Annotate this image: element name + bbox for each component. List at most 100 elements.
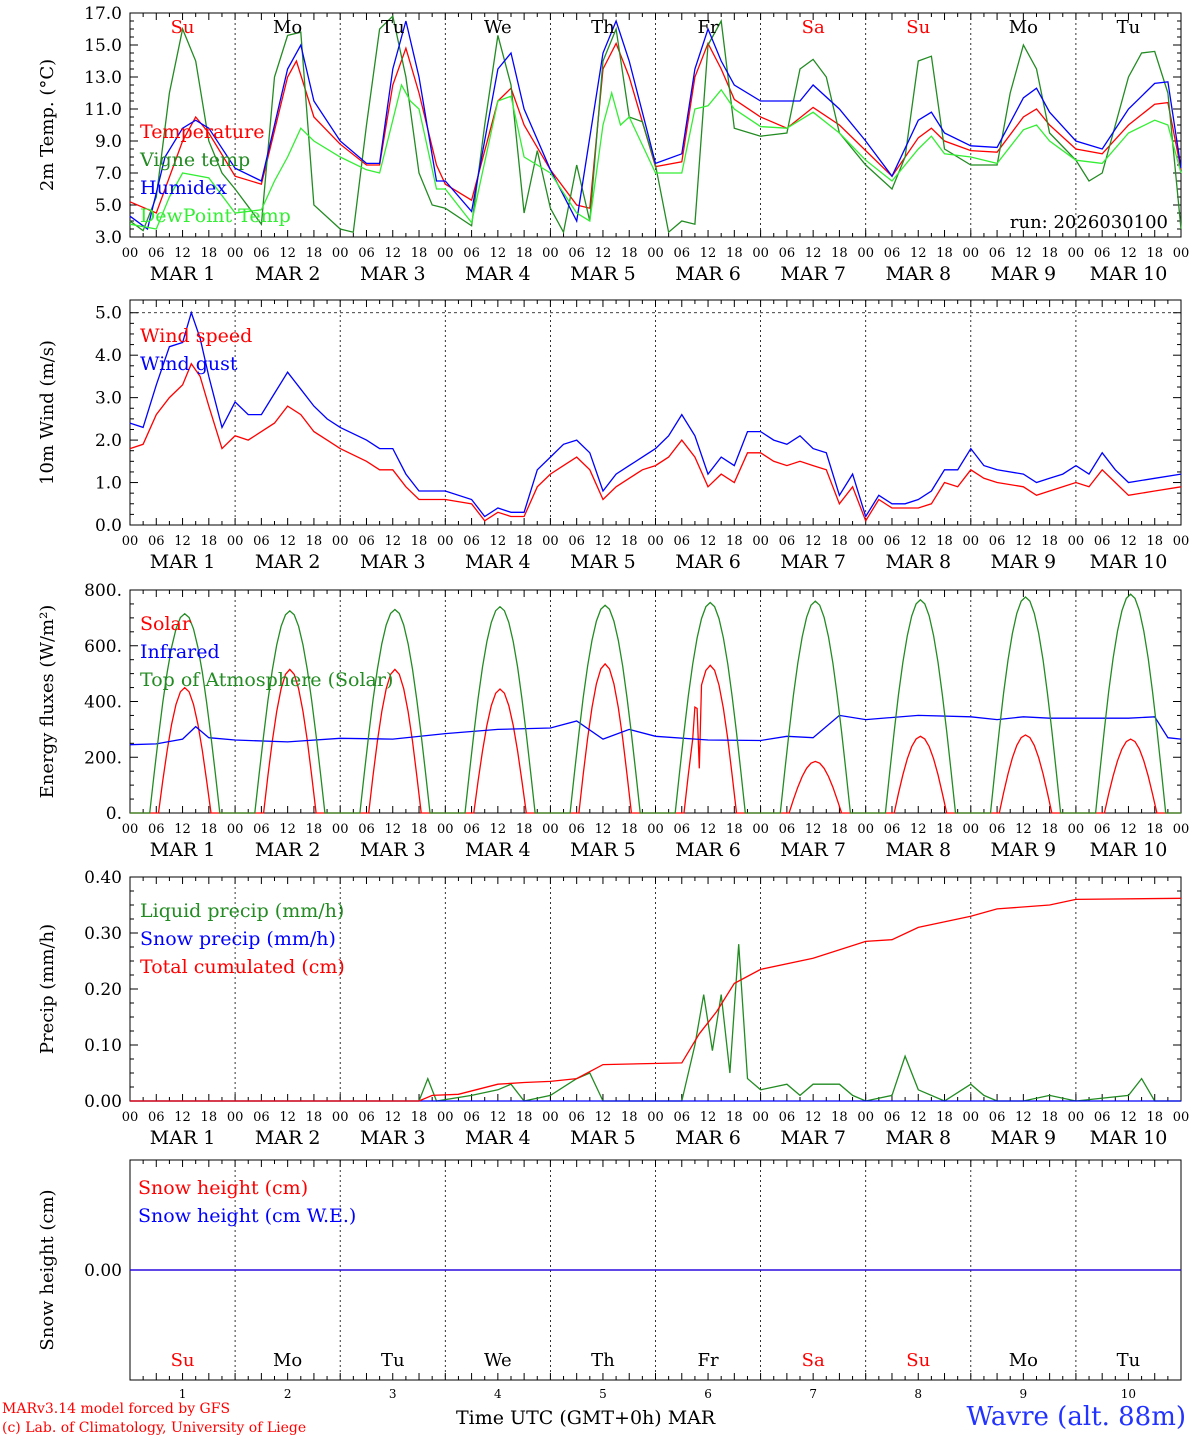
date-label: MAR 7 [780, 1127, 846, 1149]
legend-entry: Total cumulated (cm) [140, 956, 345, 978]
hour-tick-label: 06 [884, 246, 901, 261]
y-tick-label: 0.0 [95, 516, 122, 536]
hour-tick-label: 06 [568, 534, 585, 549]
hour-tick-label: 06 [463, 822, 480, 837]
hour-tick-label: 00 [857, 1110, 874, 1125]
hour-tick-label: 06 [148, 1110, 165, 1125]
date-label: MAR 5 [570, 263, 636, 285]
y-tick-label: 1.0 [95, 474, 122, 494]
hour-tick-label: 18 [936, 822, 953, 837]
hour-tick-label: 00 [332, 534, 349, 549]
y-tick-label: 5.0 [95, 196, 122, 216]
hour-tick-label: 12 [1015, 246, 1032, 261]
hour-tick-label: 18 [621, 246, 638, 261]
hour-tick-label: 06 [463, 246, 480, 261]
hour-tick-label: 12 [384, 534, 401, 549]
hour-tick-label: 06 [674, 822, 691, 837]
hour-tick-label: 00 [857, 822, 874, 837]
credit-line-2: (c) Lab. of Climatology, University of L… [2, 1420, 307, 1436]
day-number-label: 2 [284, 1387, 292, 1400]
hour-tick-label: 18 [411, 1110, 428, 1125]
y-tick-label: 800. [84, 581, 122, 601]
y-tick-label: 3.0 [95, 389, 122, 409]
date-label: MAR 7 [780, 263, 846, 285]
weekday-label-bottom: Th [591, 1350, 615, 1371]
weekday-label-bottom: Fr [698, 1350, 719, 1371]
hour-tick-label: 00 [647, 1110, 664, 1125]
hour-tick-label: 06 [568, 246, 585, 261]
hour-tick-label: 00 [437, 1110, 454, 1125]
date-label: MAR 3 [360, 551, 426, 573]
hour-tick-label: 06 [884, 1110, 901, 1125]
hour-tick-label: 06 [989, 246, 1006, 261]
hour-tick-label: 12 [279, 246, 296, 261]
hour-tick-label: 00 [122, 246, 139, 261]
hour-tick-label: 12 [700, 1110, 717, 1125]
day-number-label: 5 [599, 1387, 607, 1400]
hour-tick-label: 06 [779, 1110, 796, 1125]
hour-tick-label: 06 [358, 534, 375, 549]
date-label: MAR 6 [675, 839, 741, 861]
hour-tick-label: 12 [1120, 822, 1137, 837]
series-line [129, 310, 1182, 519]
hour-tick-label: 06 [253, 534, 270, 549]
hour-tick-label: 18 [1041, 1110, 1058, 1125]
hour-tick-label: 18 [621, 822, 638, 837]
hour-tick-label: 06 [884, 534, 901, 549]
series-line [130, 593, 1181, 814]
hour-tick-label: 06 [989, 822, 1006, 837]
hour-tick-label: 12 [595, 1110, 612, 1125]
hour-tick-label: 00 [542, 1110, 559, 1125]
hour-tick-label: 12 [279, 1110, 296, 1125]
y-tick-label: 13.0 [84, 68, 122, 88]
y-tick-label: 600. [84, 637, 122, 657]
hour-tick-label: 00 [122, 1110, 139, 1125]
hour-tick-label: 12 [805, 246, 822, 261]
hour-tick-label: 12 [279, 534, 296, 549]
hour-tick-label: 12 [174, 1110, 191, 1125]
y-tick-label: 0.20 [84, 980, 122, 1000]
hour-tick-label: 12 [910, 822, 927, 837]
hour-tick-label: 12 [595, 246, 612, 261]
hour-tick-label: 12 [805, 1110, 822, 1125]
hour-tick-label: 00 [437, 246, 454, 261]
hour-tick-label: 18 [306, 822, 323, 837]
hour-tick-label: 18 [411, 822, 428, 837]
hour-tick-label: 00 [332, 822, 349, 837]
weekday-label: Mo [1009, 17, 1038, 38]
hour-tick-label: 06 [253, 246, 270, 261]
hour-tick-label: 00 [647, 246, 664, 261]
weekday-label: Sa [802, 17, 825, 38]
hour-tick-label: 06 [674, 246, 691, 261]
series-line [129, 41, 1182, 214]
series-line [129, 714, 1182, 746]
hour-tick-label: 12 [490, 822, 507, 837]
weekday-label-bottom: We [484, 1350, 512, 1371]
hour-tick-label: 00 [1173, 246, 1190, 261]
hour-tick-label: 00 [752, 534, 769, 549]
weekday-label-bottom: Mo [273, 1350, 302, 1371]
hour-tick-label: 18 [831, 246, 848, 261]
hour-tick-label: 18 [936, 246, 953, 261]
hour-tick-label: 18 [306, 534, 323, 549]
hour-tick-label: 00 [963, 246, 980, 261]
hour-tick-label: 12 [595, 534, 612, 549]
date-label: MAR 4 [465, 839, 531, 861]
hour-tick-label: 06 [674, 534, 691, 549]
hour-tick-label: 06 [358, 246, 375, 261]
hour-tick-label: 18 [201, 246, 218, 261]
hour-tick-label: 00 [647, 822, 664, 837]
hour-tick-label: 12 [1015, 822, 1032, 837]
hour-tick-label: 00 [1068, 1110, 1085, 1125]
legend-entry: Snow precip (mm/h) [140, 928, 336, 950]
meteogram-svg: 3.05.07.09.011.013.015.017.02m Temp. (°C… [37, 4, 1190, 1401]
hour-tick-label: 18 [621, 534, 638, 549]
y-axis-title: Snow height (cm) [37, 1189, 58, 1350]
hour-tick-label: 00 [752, 246, 769, 261]
y-axis-title: Energy fluxes (W/m²) [37, 605, 58, 799]
date-label: MAR 10 [1090, 1127, 1168, 1149]
hour-tick-label: 06 [1094, 822, 1111, 837]
hour-tick-label: 00 [227, 1110, 244, 1125]
date-label: MAR 9 [991, 1127, 1057, 1149]
date-label: MAR 1 [150, 839, 216, 861]
